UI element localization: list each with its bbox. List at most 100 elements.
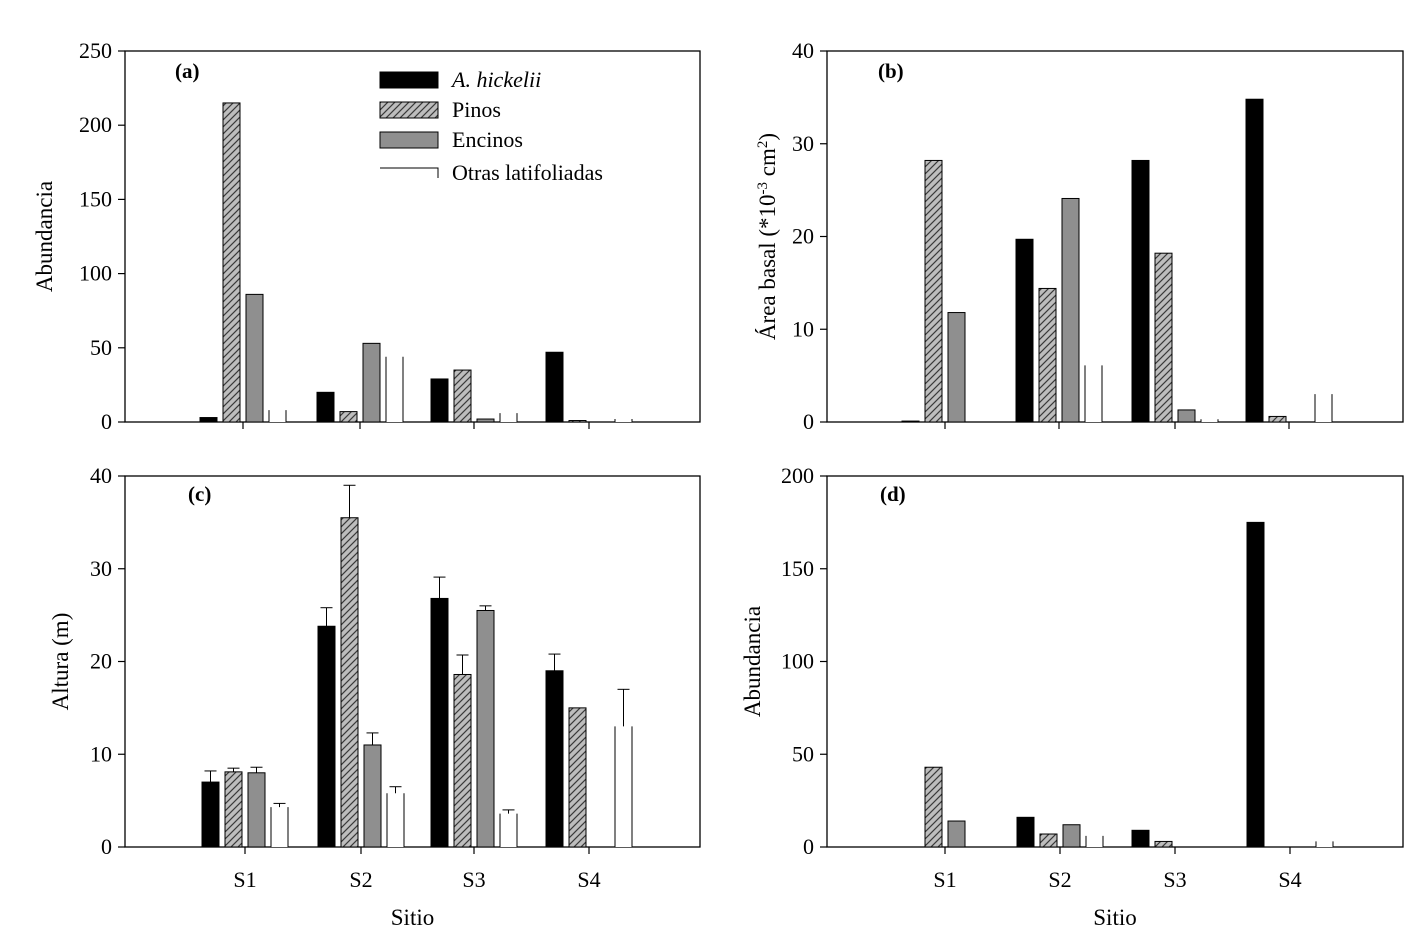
x-tick-label-s3: S3 — [462, 867, 485, 892]
bar-otras-latifoliadas-s1-outline — [270, 807, 289, 847]
bar-otras-latifoliadas-s4-outline — [1314, 394, 1333, 422]
legend-label-otras-latifoliadas: Otras latifoliadas — [452, 160, 603, 185]
bar-otras-latifoliadas-s3 — [500, 413, 517, 422]
bar-pinos-s1 — [222, 102, 241, 423]
bar-a-hickelii-s3 — [430, 378, 449, 423]
bar-otras-latifoliadas-s2-outline — [386, 793, 405, 847]
panel-d: 0 50 100 150 200 S1 S2 S3 S4 (d) Abundancia Sitio — [740, 463, 1404, 930]
y-tick-label: 200 — [79, 112, 112, 137]
bar-encinos-s3 — [1177, 409, 1196, 423]
legend-swatch-pinos — [379, 101, 439, 119]
bar-pinos-s2 — [1038, 287, 1057, 423]
x-tick-label-s4: S4 — [577, 867, 600, 892]
y-tick-label: 100 — [781, 649, 814, 674]
bar-otras-latifoliadas-s3-outline — [1200, 419, 1219, 422]
bar-a-hickelii-s2 — [1015, 238, 1034, 423]
bar-otras-latifoliadas-s4-outline — [1315, 841, 1334, 847]
x-tick-label-s4: S4 — [1278, 867, 1301, 892]
y-tick-label: 250 — [79, 38, 112, 63]
bar-otras-latifoliadas-s3 — [1201, 419, 1218, 422]
bar-a-hickelii-s1 — [199, 417, 218, 423]
x-tick-label-s2: S2 — [1048, 867, 1071, 892]
bar-encinos-s2 — [362, 342, 381, 423]
bar-pinos-s4 — [1268, 415, 1287, 423]
bar-otras-latifoliadas-s2 — [1085, 365, 1102, 422]
x-axis-title: Sitio — [1093, 905, 1136, 930]
x-tick-label-s2: S2 — [349, 867, 372, 892]
y-tick-label: 30 — [90, 556, 112, 581]
x-tick-label-s3: S3 — [1163, 867, 1186, 892]
bar-otras-latifoliadas-s2-outline — [1084, 365, 1103, 422]
y-tick-label: 50 — [792, 741, 814, 766]
panel-b: 0 10 20 30 40 (b) Área basal (*10-3 cm2) — [755, 38, 1404, 434]
bar-encinos-s1 — [947, 312, 966, 423]
bar-otras-latifoliadas-s4 — [615, 419, 632, 422]
bar-otras-latifoliadas-s3 — [500, 813, 517, 847]
panel-label: (d) — [880, 482, 906, 506]
bar-encinos-s3 — [476, 418, 495, 423]
y-tick-label: 10 — [792, 316, 814, 341]
bar-pinos-s2 — [339, 411, 358, 423]
x-axis-title: Sitio — [391, 905, 434, 930]
bar-pinos-s1 — [924, 766, 943, 848]
bar-a-hickelii-s4 — [1246, 521, 1265, 848]
legend: A. hickelii Pinos Encinos Otras latifoli… — [379, 67, 603, 185]
bar-a-hickelii-s4 — [1245, 98, 1264, 423]
bar-otras-latifoliadas-s2-outline — [385, 356, 404, 422]
bar-a-hickelii-s4 — [545, 351, 564, 423]
plot-frame — [826, 50, 1404, 423]
bar-a-hickelii-s4 — [545, 670, 564, 848]
bar-pinos-s3 — [453, 673, 472, 848]
bar-otras-latifoliadas-s4 — [1316, 841, 1333, 847]
bar-encinos-s1 — [247, 772, 266, 848]
bar-otras-latifoliadas-s4-outline — [614, 419, 633, 422]
bar-a-hickelii-s2 — [317, 625, 336, 848]
bar-pinos-s3 — [1154, 252, 1173, 423]
bar-pinos-s3 — [1154, 840, 1173, 848]
x-tick-label-s1: S1 — [933, 867, 956, 892]
legend-swatch-otras-latifoliadas — [380, 167, 439, 178]
legend-swatch-encinos — [379, 131, 439, 149]
bar-pinos-s2 — [1039, 833, 1058, 848]
bar-a-hickelii-s3 — [1131, 159, 1150, 423]
y-tick-label: 10 — [90, 741, 112, 766]
legend-label-encinos: Encinos — [452, 127, 523, 152]
bar-encinos-s1 — [947, 820, 966, 848]
panel-a: 0 50 100 150 200 250 (a) Abundancia — [32, 38, 701, 434]
y-tick-label: 20 — [792, 224, 814, 249]
bar-pinos-s4 — [568, 707, 587, 848]
plot-frame — [826, 475, 1404, 848]
panel-label: (b) — [878, 59, 904, 83]
bar-otras-latifoliadas-s4-outline — [614, 726, 633, 847]
panel-c: 0 10 20 30 40 S1 S2 S3 S4 (c) Altura (m) Sitio — [48, 463, 701, 930]
bar-otras-latifoliadas-s2 — [386, 356, 403, 422]
bar-encinos-s2 — [363, 744, 382, 848]
bar-a-hickelii-s1 — [901, 420, 920, 423]
y-tick-label: 100 — [79, 261, 112, 286]
bar-a-hickelii-s2 — [316, 391, 335, 423]
y-tick-label: 20 — [90, 649, 112, 674]
bar-encinos-s1 — [245, 293, 264, 423]
legend-swatch-a-hickelii — [379, 71, 439, 89]
y-axis-title: Área basal (*10-3 cm2) — [755, 133, 780, 340]
y-tick-label: 200 — [781, 463, 814, 488]
bar-otras-latifoliadas-s3-outline — [499, 413, 518, 422]
bar-otras-latifoliadas-s2 — [1086, 835, 1103, 847]
bar-pinos-s1 — [224, 771, 243, 848]
y-tick-label: 0 — [803, 409, 814, 434]
y-tick-label: 150 — [79, 186, 112, 211]
y-axis-title: Altura (m) — [48, 613, 73, 711]
bar-otras-latifoliadas-s2-outline — [1085, 835, 1104, 847]
bar-otras-latifoliadas-s4 — [1315, 394, 1332, 422]
bar-a-hickelii-s2 — [1016, 816, 1035, 848]
y-tick-label: 50 — [90, 335, 112, 360]
bar-otras-latifoliadas-s4 — [615, 726, 632, 847]
panel-label: (c) — [188, 482, 211, 506]
bar-otras-latifoliadas-s2 — [387, 793, 404, 847]
plot-frame — [124, 50, 701, 423]
bar-otras-latifoliadas-s3-outline — [499, 813, 518, 847]
y-tick-label: 30 — [792, 131, 814, 156]
bar-encinos-s2 — [1062, 824, 1081, 848]
y-tick-label: 0 — [101, 409, 112, 434]
